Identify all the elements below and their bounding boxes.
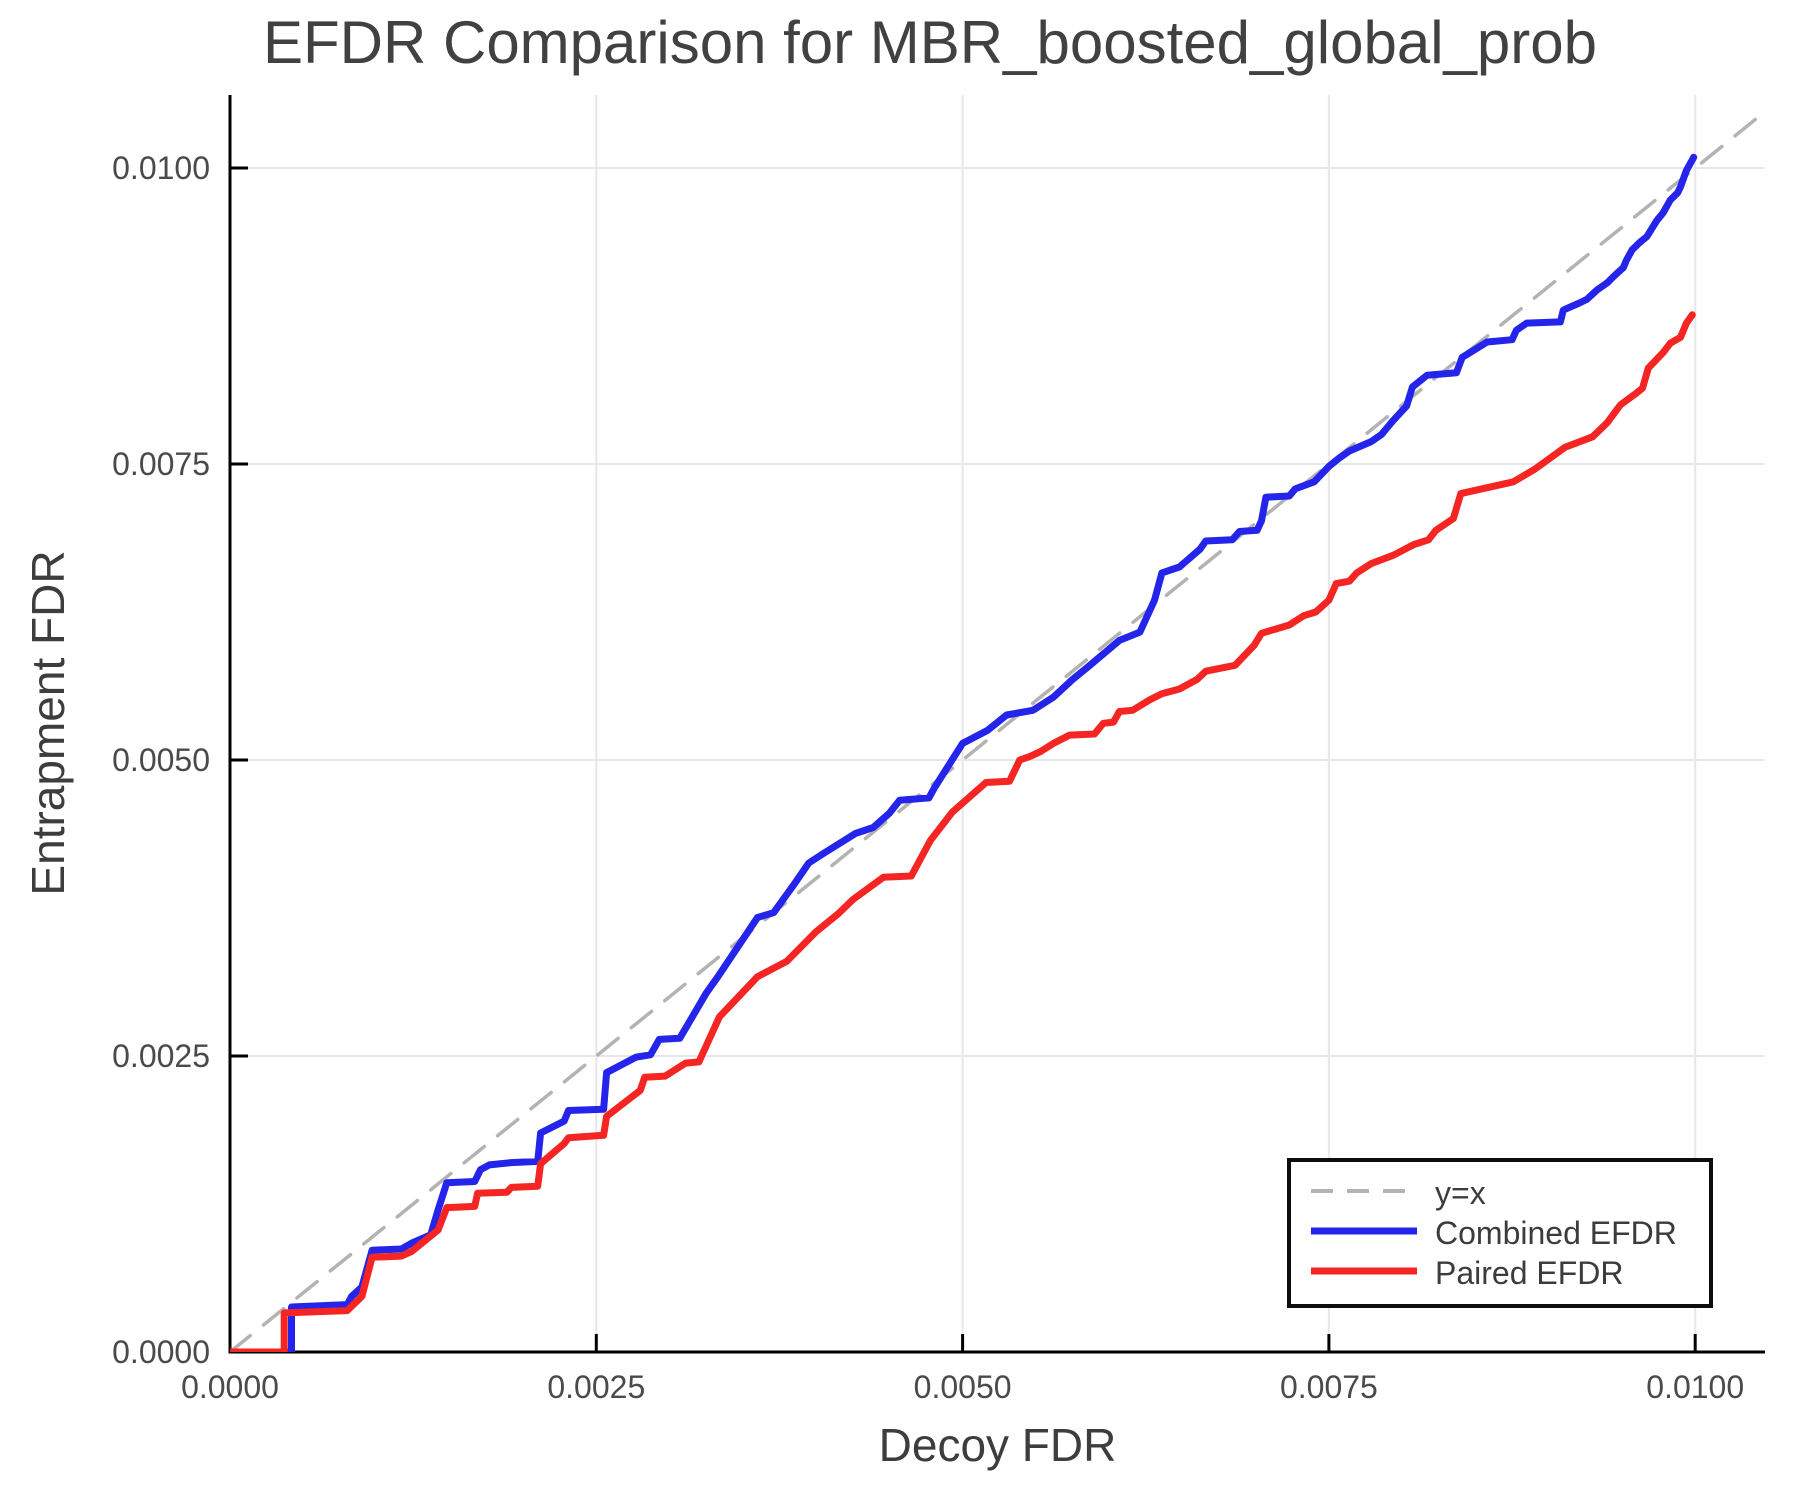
legend-label-paired: Paired EFDR	[1435, 1255, 1624, 1291]
x-tick-label: 0.0025	[547, 1369, 645, 1405]
paired-efdr-line-sample	[1311, 1264, 1417, 1282]
y-tick-label: 0.0025	[112, 1038, 210, 1074]
legend-item-paired: Paired EFDR	[1311, 1254, 1709, 1292]
legend: y=x Combined EFDR Paired EFDR	[1287, 1158, 1713, 1308]
combined-efdr-line-sample	[1311, 1224, 1417, 1242]
y-axis-title: Entrapment FDR	[22, 550, 74, 896]
legend-item-identity: y=x	[1311, 1174, 1709, 1212]
series-paired-efdr	[230, 311, 1696, 1352]
legend-label-identity: y=x	[1435, 1175, 1486, 1211]
y-tick-label: 0.0100	[112, 150, 210, 186]
y-tick-label: 0.0050	[112, 742, 210, 778]
x-tick-label: 0.0100	[1646, 1369, 1744, 1405]
x-tick-label: 0.0050	[914, 1369, 1012, 1405]
series-combined-efdr	[230, 153, 1698, 1352]
y-tick-label: 0.0000	[112, 1334, 210, 1370]
y-tick-label: 0.0075	[112, 446, 210, 482]
series-y-x	[230, 109, 1765, 1352]
x-tick-label: 0.0000	[181, 1369, 279, 1405]
identity-line-sample	[1311, 1184, 1417, 1202]
x-axis-title: Decoy FDR	[878, 1419, 1117, 1471]
legend-item-combined: Combined EFDR	[1311, 1214, 1709, 1252]
chart-title: EFDR Comparison for MBR_boosted_global_p…	[262, 9, 1597, 76]
legend-label-combined: Combined EFDR	[1435, 1215, 1677, 1251]
x-tick-label: 0.0075	[1280, 1369, 1378, 1405]
